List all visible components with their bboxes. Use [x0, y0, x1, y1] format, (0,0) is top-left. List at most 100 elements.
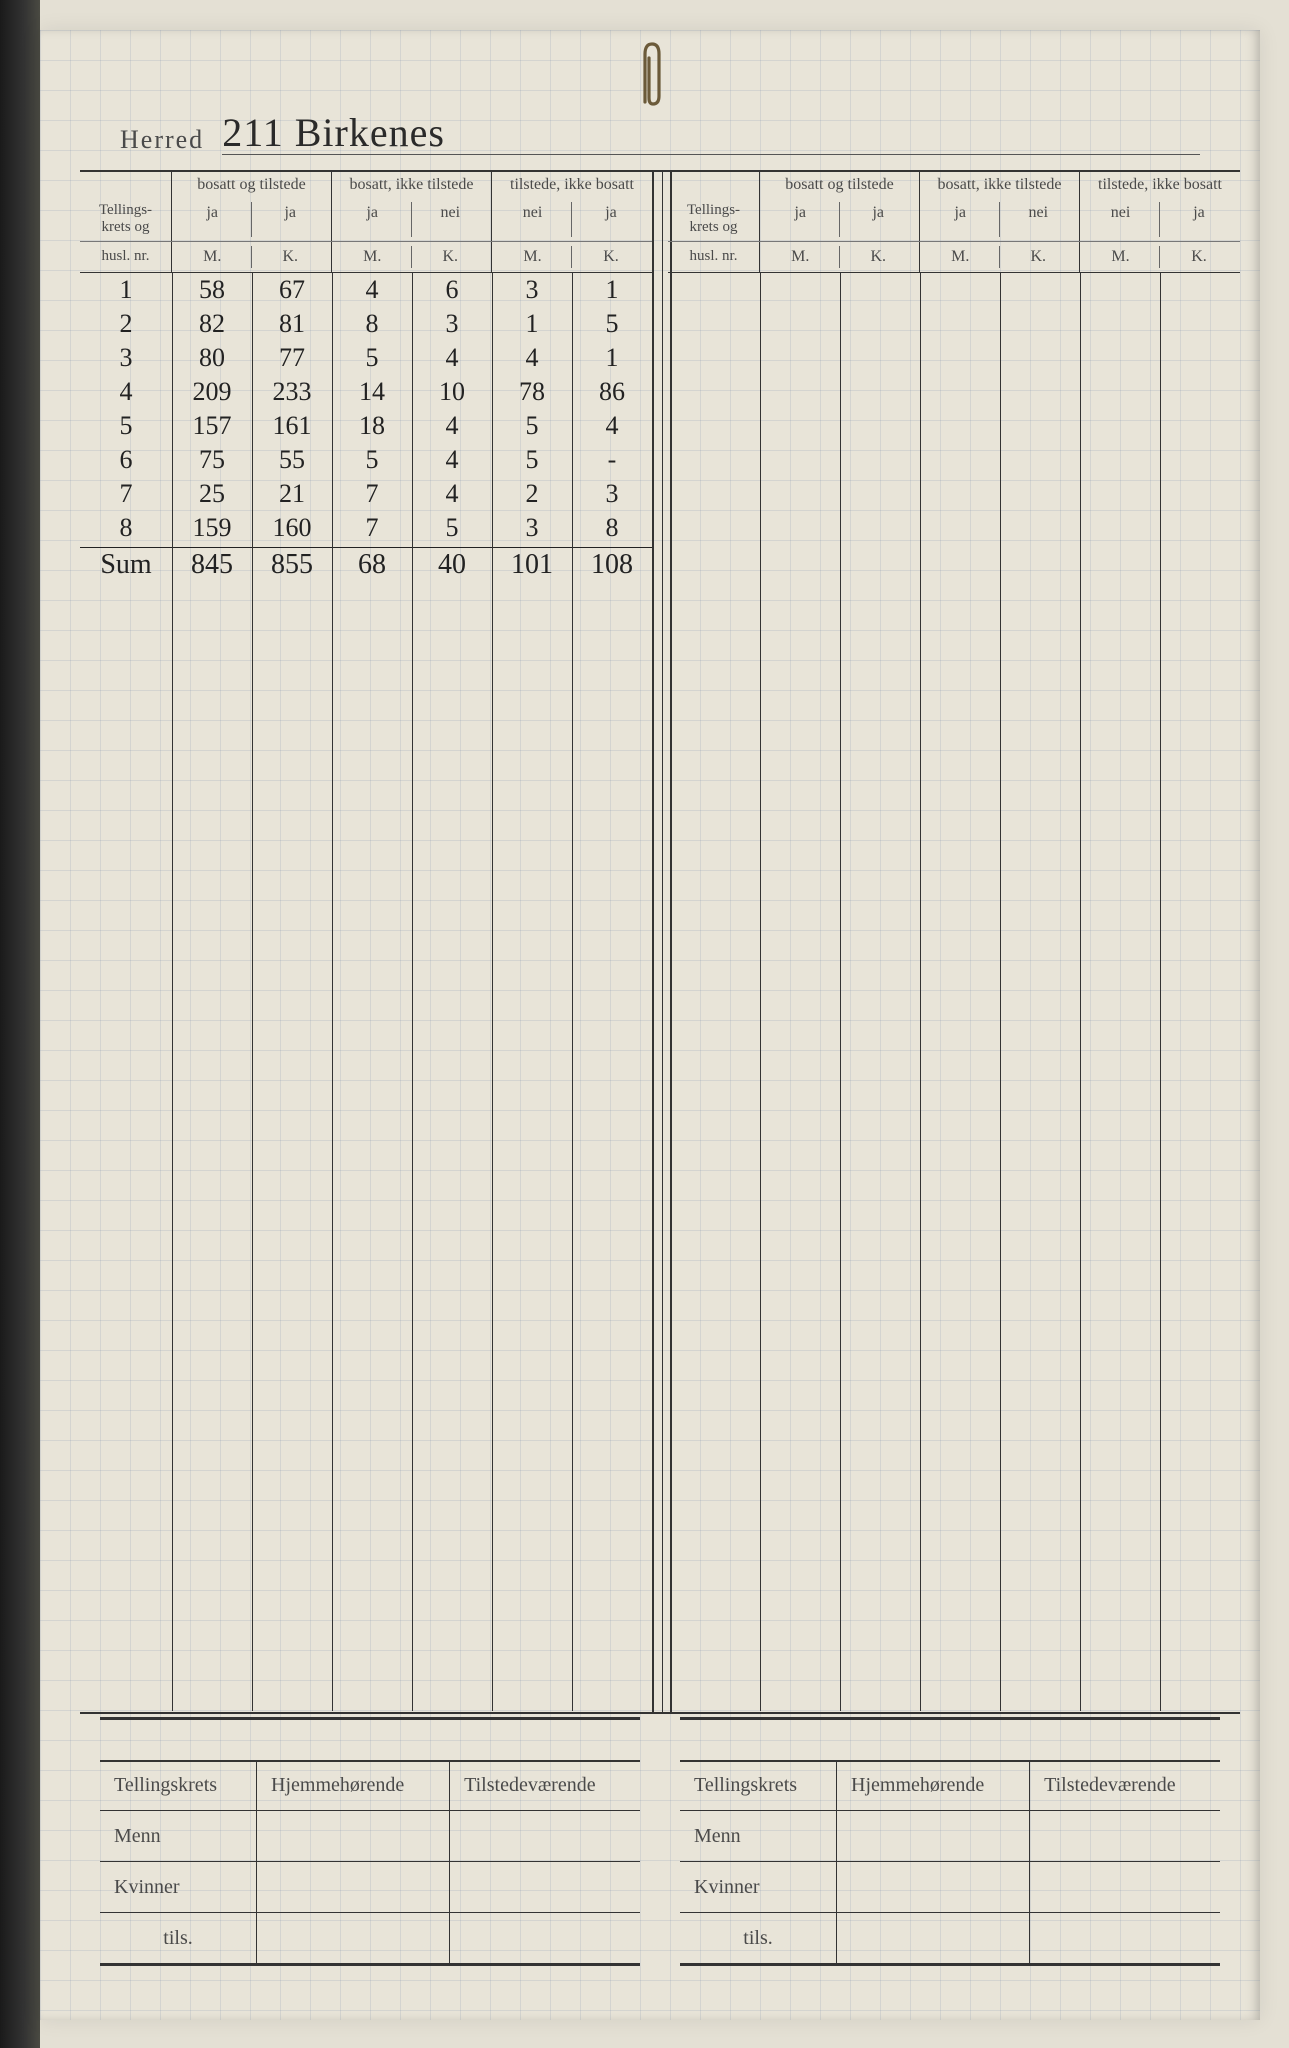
mk-0-m: M.: [174, 246, 252, 268]
cell: 5: [332, 343, 412, 373]
row-id: 4: [80, 377, 172, 407]
cell: 1: [572, 343, 652, 373]
firstcol-line-2: husl. nr.: [102, 248, 150, 265]
cell: 18: [332, 411, 412, 441]
row-id: 7: [80, 479, 172, 509]
cell: 80: [172, 343, 252, 373]
summary-table-left: Tellingskrets Hjemmehørende Tilstedevære…: [100, 1717, 640, 1950]
sum-col-0: Tellingskrets: [100, 1760, 257, 1811]
sum-cell: 108: [572, 549, 652, 581]
cell: 82: [172, 309, 252, 339]
sum-col-0-r: Tellingskrets: [680, 1760, 837, 1811]
sum-val-l-1-1: [257, 1862, 450, 1913]
mk-1-m: M.: [334, 246, 412, 268]
sum-cell: 101: [492, 549, 572, 581]
cell: 67: [252, 275, 332, 305]
table-row: 380775441: [80, 341, 652, 375]
cell: 6: [412, 275, 492, 305]
sub-0-0: ja: [174, 202, 252, 237]
sum-cell: 40: [412, 549, 492, 581]
firstcol-line-1-r: krets og: [690, 219, 738, 236]
mk-2-m-r: M.: [1082, 246, 1160, 268]
cell: 4: [412, 411, 492, 441]
group-title-1-r: bosatt, ikke tilstede: [920, 172, 1080, 198]
group-title-2: tilstede, ikke bosatt: [492, 172, 652, 198]
sum-val-r-1-1: [837, 1862, 1030, 1913]
table-row: 515716118454: [80, 409, 652, 443]
sub-2-1: ja: [572, 202, 650, 237]
cell: 77: [252, 343, 332, 373]
sum-val-r-2-1: [837, 1913, 1030, 1965]
cell: 14: [332, 377, 412, 407]
paper-clip-icon: [637, 40, 663, 115]
cell: 209: [172, 377, 252, 407]
sub-0-1: ja: [252, 202, 330, 237]
cell: 5: [492, 411, 572, 441]
cell: 4: [492, 343, 572, 373]
cell: 81: [252, 309, 332, 339]
sum-col-2-r: Tilstedeværende: [1030, 1760, 1220, 1811]
sub-0-0-r: ja: [762, 202, 840, 237]
table-row: 67555545-: [80, 443, 652, 477]
group-title-1: bosatt, ikke tilstede: [332, 172, 492, 198]
cell: 5: [492, 445, 572, 475]
cell: 4: [412, 343, 492, 373]
cell: 4: [412, 445, 492, 475]
sum-col-2: Tilstedeværende: [450, 1760, 640, 1811]
firstcol-line-1: krets og: [102, 219, 150, 236]
sub-1-0: ja: [334, 202, 412, 237]
cell: 4: [412, 479, 492, 509]
group-title-0: bosatt og tilstede: [172, 172, 332, 198]
cell: 25: [172, 479, 252, 509]
firstcol-line-0-r: Tellings-: [687, 202, 740, 219]
sum-label: Sum: [80, 549, 172, 581]
cell: 86: [572, 377, 652, 407]
cell: -: [572, 445, 652, 475]
cell: 3: [412, 309, 492, 339]
row-id: 8: [80, 513, 172, 543]
mk-1-m-r: M.: [922, 246, 1000, 268]
herred-underline: 211 Birkenes: [222, 122, 1200, 155]
sum-row-2-r: tils.: [680, 1913, 837, 1965]
table-right-half: bosatt og tilstede bosatt, ikke tilstede…: [668, 172, 1240, 1712]
cell: 58: [172, 275, 252, 305]
cell: 3: [492, 275, 572, 305]
row-id: 5: [80, 411, 172, 441]
mk-0-m-r: M.: [762, 246, 840, 268]
cell: 157: [172, 411, 252, 441]
sub-2-0: nei: [494, 202, 572, 237]
sub-2-1-r: ja: [1160, 202, 1238, 237]
table-body-left: 1586746312828183153807754414209233141078…: [80, 273, 652, 1711]
firstcol-line-2-r: husl. nr.: [690, 248, 738, 265]
group-title-2-r: tilstede, ikke bosatt: [1080, 172, 1240, 198]
herred-heading: Herred 211 Birkenes: [120, 115, 1200, 155]
sub-1-1-r: nei: [1000, 202, 1078, 237]
sum-col-1-r: Hjemmehørende: [837, 1760, 1030, 1811]
table-left-half: bosatt og tilstede bosatt, ikke tilstede…: [80, 172, 652, 1712]
cell: 21: [252, 479, 332, 509]
cell: 4: [572, 411, 652, 441]
sub-2-0-r: nei: [1082, 202, 1160, 237]
page-binding: [0, 0, 40, 2048]
herred-value: 211 Birkenes: [222, 109, 445, 156]
row-id: 1: [80, 275, 172, 305]
table-row: 81591607538: [80, 511, 652, 545]
sum-cell: 845: [172, 549, 252, 581]
cell: 2: [492, 479, 572, 509]
cell: 5: [572, 309, 652, 339]
row-id: 6: [80, 445, 172, 475]
cell: 233: [252, 377, 332, 407]
census-table: bosatt og tilstede bosatt, ikke tilstede…: [80, 170, 1240, 1714]
summary-table-right: Tellingskrets Hjemmehørende Tilstedevære…: [680, 1717, 1220, 1950]
mk-1-k: K.: [412, 246, 490, 268]
table-row: 420923314107886: [80, 375, 652, 409]
cell: 7: [332, 479, 412, 509]
table-body-right: [668, 273, 1240, 1711]
group-title-0-r: bosatt og tilstede: [760, 172, 920, 198]
sum-row-1: Kvinner: [100, 1862, 257, 1913]
mk-2-m: M.: [494, 246, 572, 268]
sum-val-r-0-2: [1030, 1811, 1220, 1862]
sum-cell: 855: [252, 549, 332, 581]
mk-1-k-r: K.: [1000, 246, 1078, 268]
sum-val-l-0-1: [257, 1811, 450, 1862]
